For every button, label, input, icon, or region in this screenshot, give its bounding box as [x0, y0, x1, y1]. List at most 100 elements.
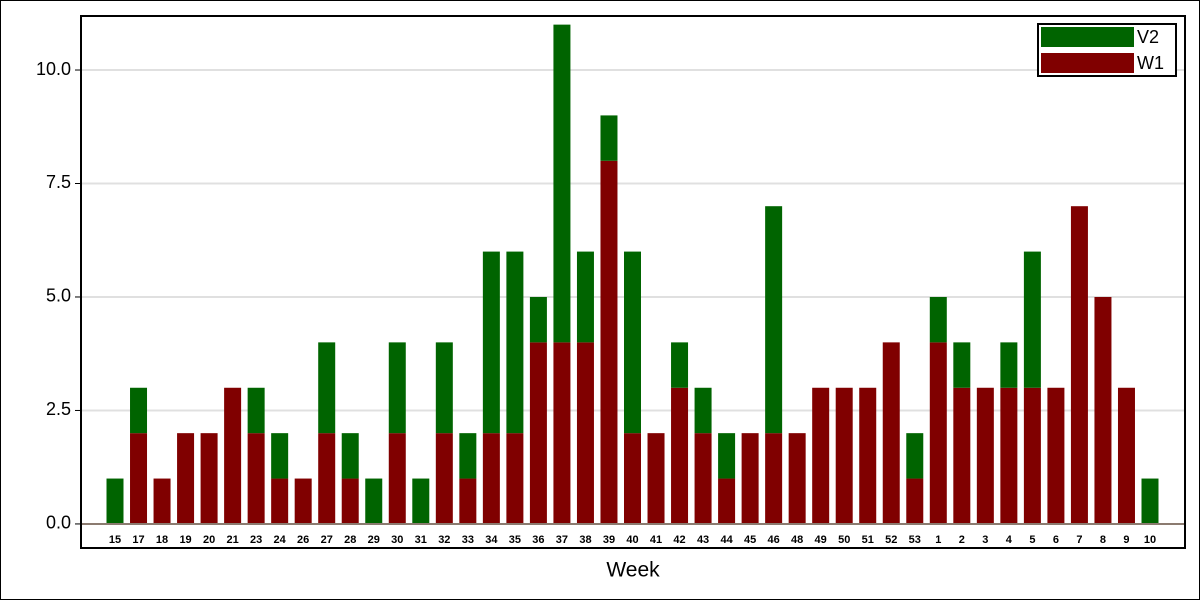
bar-segment	[247, 387, 265, 434]
bar-segment	[553, 342, 571, 524]
bar-segment	[788, 433, 806, 524]
bar-segment	[412, 478, 430, 524]
legend-swatch	[1041, 53, 1134, 73]
x-tick-label: 7	[1076, 534, 1082, 546]
x-tick-label: 43	[697, 534, 709, 546]
x-tick-label: 41	[650, 534, 662, 546]
x-tick-label: 24	[274, 534, 287, 546]
bar-segment	[1000, 387, 1018, 524]
bar-segment	[435, 433, 453, 524]
bar-segment	[482, 433, 500, 524]
bar-segment	[177, 433, 195, 524]
bar-segment	[318, 433, 336, 524]
bar-segment	[482, 251, 500, 434]
x-tick-label: 44	[720, 534, 733, 546]
bar-segment	[953, 342, 971, 388]
bar-segment	[718, 433, 736, 479]
x-tick-label: 2	[959, 534, 965, 546]
bar-segment	[671, 342, 689, 388]
x-tick-label: 39	[603, 534, 615, 546]
bar-segment	[506, 251, 524, 434]
bar-segment	[1023, 387, 1041, 524]
y-tick-label: 5.0	[46, 286, 71, 306]
bar-segment	[929, 296, 947, 343]
y-tick-label: 0.0	[46, 513, 71, 533]
bar-segment	[529, 296, 547, 343]
x-axis-label: Week	[606, 559, 660, 582]
bar-segment	[765, 206, 783, 434]
bar-segment	[435, 342, 453, 434]
x-tick-label: 19	[179, 534, 191, 546]
bar-segment	[1023, 251, 1041, 388]
bar-segment	[812, 387, 830, 524]
bar-segment	[953, 387, 971, 524]
bar-segment	[365, 478, 383, 524]
x-tick-label: 50	[838, 534, 850, 546]
bar-segment	[882, 342, 900, 524]
bar-segment	[624, 251, 641, 434]
bar-segment	[271, 433, 289, 479]
x-tick-label: 1	[935, 534, 941, 546]
x-tick-label: 30	[391, 534, 403, 546]
x-tick-label: 3	[982, 534, 988, 546]
bar-segment	[1117, 387, 1135, 524]
x-tick-label: 37	[556, 534, 568, 546]
x-tick-label: 18	[156, 534, 168, 546]
x-tick-label: 21	[226, 534, 238, 546]
x-tick-label: 46	[768, 534, 780, 546]
plot-frame	[80, 15, 1186, 549]
bar-segment	[271, 478, 289, 524]
x-tick-label: 8	[1100, 534, 1106, 546]
bar-segment	[529, 342, 547, 524]
x-tick-label: 15	[109, 534, 121, 546]
bar-segment	[624, 433, 641, 524]
bar-segment	[106, 478, 124, 524]
x-tick-label: 10	[1144, 534, 1156, 546]
bar-segment	[600, 115, 618, 161]
bar-segment	[576, 251, 594, 343]
bar-segment	[576, 342, 594, 524]
bar-segment	[600, 160, 618, 524]
bar-segment	[341, 478, 359, 524]
bar-segment	[694, 387, 712, 434]
x-tick-label: 28	[344, 534, 356, 546]
bar-segment	[459, 478, 477, 524]
bar-segment	[976, 387, 994, 524]
x-tick-label: 26	[297, 534, 309, 546]
x-tick-label: 27	[321, 534, 333, 546]
x-tick-label: 17	[132, 534, 144, 546]
x-tick-label: 5	[1029, 534, 1035, 546]
x-tick-label: 49	[815, 534, 827, 546]
bar-segment	[294, 478, 312, 524]
bar-segment	[506, 433, 524, 524]
bar-segment	[388, 433, 406, 524]
x-tick-label: 51	[862, 534, 874, 546]
bar-segment	[388, 342, 406, 434]
bar-segment	[318, 342, 336, 434]
legend-swatch	[1041, 27, 1134, 47]
x-tick-label: 38	[579, 534, 591, 546]
x-tick-label: 4	[1006, 534, 1013, 546]
x-tick-label: 33	[462, 534, 474, 546]
x-tick-label: 53	[909, 534, 921, 546]
x-tick-label: 42	[673, 534, 685, 546]
x-tick-label: 31	[415, 534, 427, 546]
x-tick-label: 34	[485, 534, 498, 546]
bar-segment	[835, 387, 853, 524]
bar-segment	[906, 478, 924, 524]
bar-segment	[130, 387, 148, 434]
bar-segment	[765, 433, 783, 524]
x-tick-label: 23	[250, 534, 262, 546]
bar-segment	[341, 433, 359, 479]
bar-segment	[224, 387, 242, 524]
bar-segment	[647, 433, 665, 524]
y-tick-label: 7.5	[46, 172, 71, 192]
bar-segment	[153, 478, 171, 524]
x-tick-label: 20	[203, 534, 215, 546]
bar-segment	[929, 342, 947, 524]
x-tick-label: 40	[626, 534, 638, 546]
legend-label: W1	[1137, 53, 1164, 73]
bar-segment	[1047, 387, 1065, 524]
